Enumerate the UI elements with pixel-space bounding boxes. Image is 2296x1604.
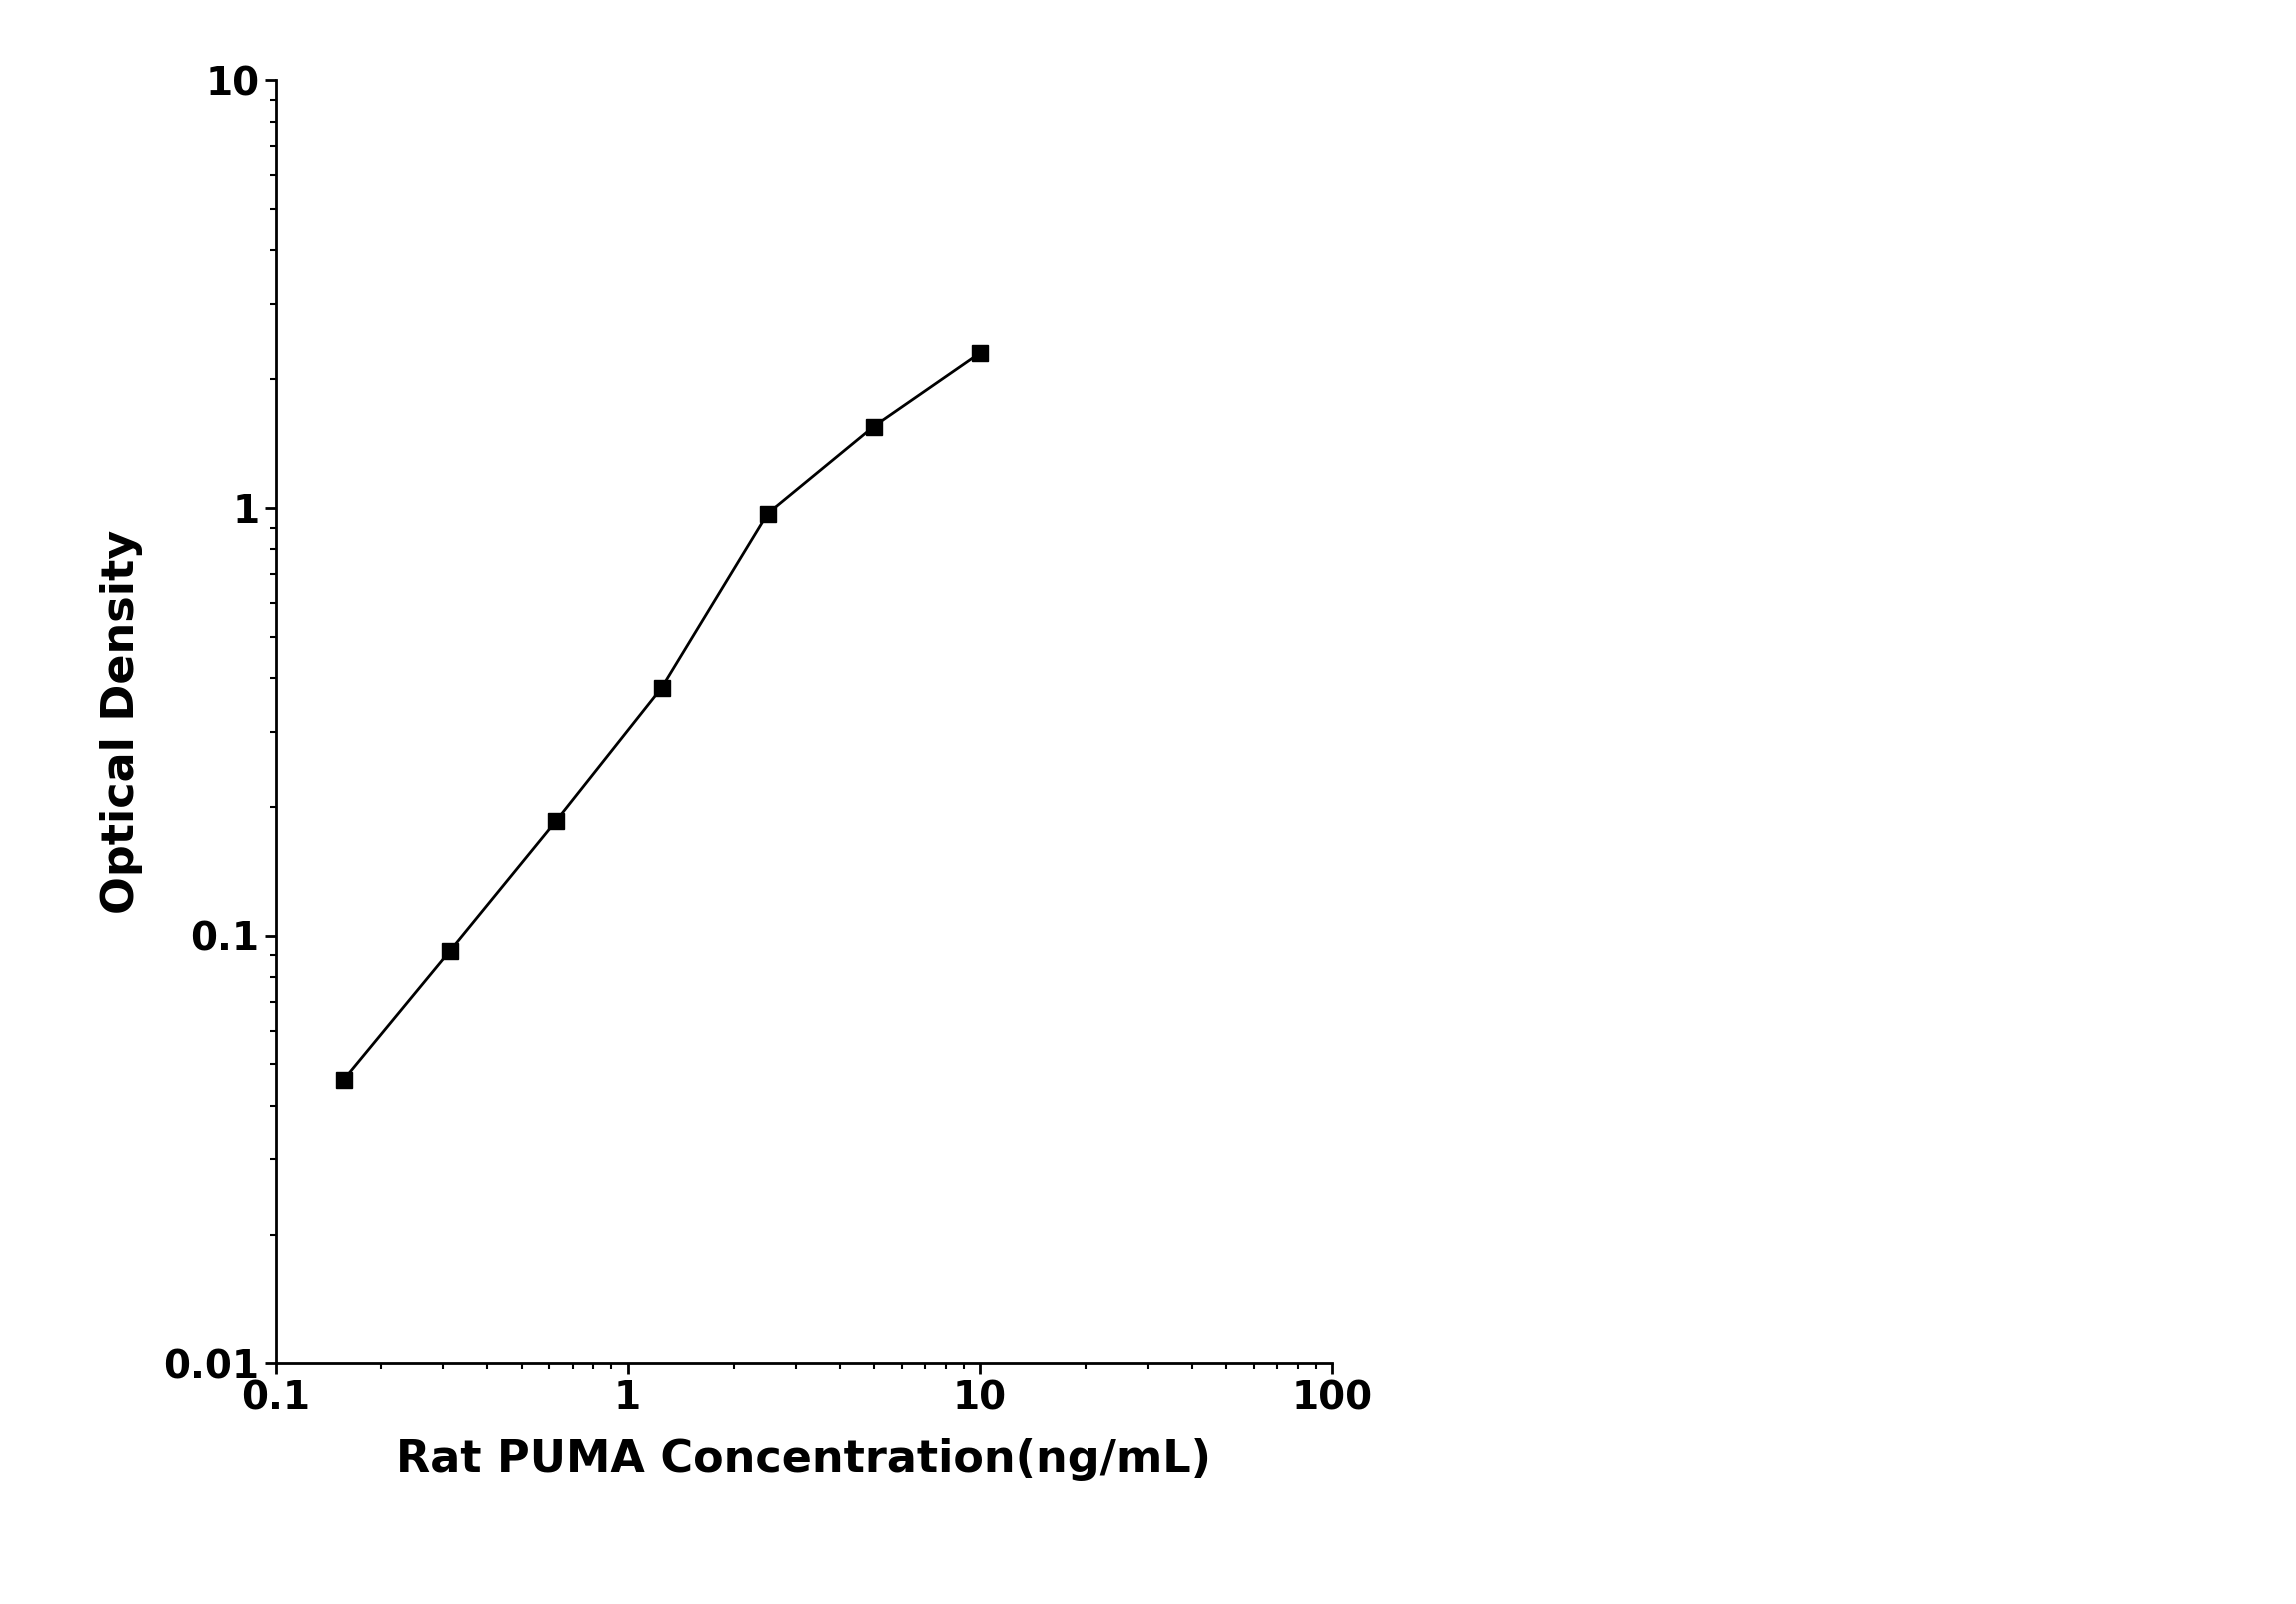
X-axis label: Rat PUMA Concentration(ng/mL): Rat PUMA Concentration(ng/mL) xyxy=(397,1439,1210,1480)
Y-axis label: Optical Density: Optical Density xyxy=(99,529,142,914)
